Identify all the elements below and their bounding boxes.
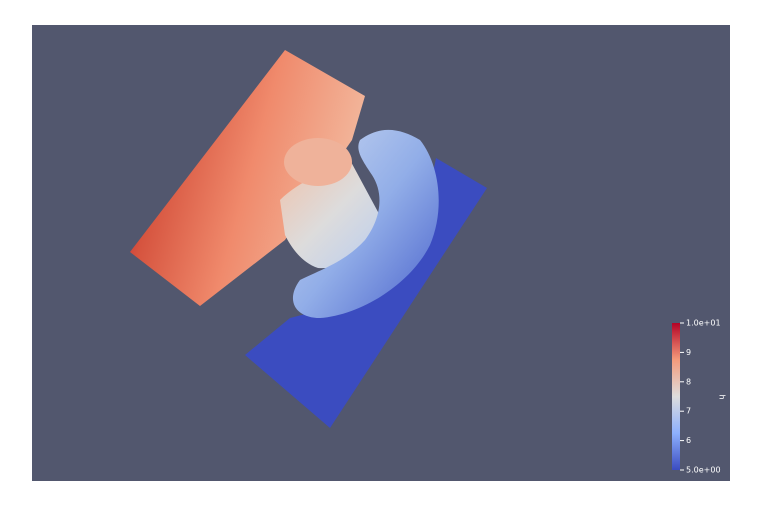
tick-label: 8: [686, 377, 691, 386]
cap: [292, 129, 439, 318]
tick-label: 1.0e+01: [686, 319, 721, 328]
colorbar: [672, 323, 680, 470]
tick-label: 7: [686, 407, 691, 416]
colorbar-ticks: 5.0e+00 6 7 8 9 1.0e+01: [680, 319, 721, 475]
stem: [280, 160, 385, 269]
bulge: [284, 138, 352, 186]
tick-label: 6: [686, 436, 691, 445]
tick-label: 5.0e+00: [686, 466, 721, 475]
colorbar-title: h: [718, 394, 727, 399]
red-slab: [130, 50, 365, 306]
tick-label: 9: [686, 348, 691, 357]
